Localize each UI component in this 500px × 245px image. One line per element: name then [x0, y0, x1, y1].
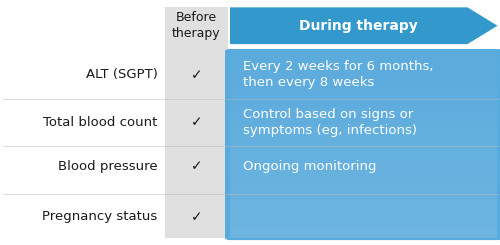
FancyBboxPatch shape [230, 191, 497, 200]
Polygon shape [230, 7, 497, 44]
FancyBboxPatch shape [225, 49, 500, 240]
FancyBboxPatch shape [230, 210, 497, 219]
FancyBboxPatch shape [230, 228, 497, 238]
Text: ✓: ✓ [190, 159, 202, 174]
FancyBboxPatch shape [230, 154, 497, 163]
FancyBboxPatch shape [230, 163, 497, 172]
Text: ALT (SGPT): ALT (SGPT) [86, 68, 158, 81]
FancyBboxPatch shape [230, 135, 497, 145]
FancyBboxPatch shape [230, 145, 497, 154]
FancyBboxPatch shape [230, 182, 497, 191]
Text: Before
therapy: Before therapy [172, 11, 220, 40]
FancyBboxPatch shape [230, 200, 497, 210]
FancyBboxPatch shape [165, 7, 228, 238]
Text: ✓: ✓ [190, 68, 202, 82]
Text: Total blood count: Total blood count [43, 116, 158, 129]
FancyBboxPatch shape [230, 219, 497, 228]
Text: Ongoing monitoring: Ongoing monitoring [242, 160, 376, 173]
Text: During therapy: During therapy [300, 19, 418, 33]
Text: ✓: ✓ [190, 115, 202, 130]
Text: ✓: ✓ [190, 210, 202, 224]
Text: Pregnancy status: Pregnancy status [42, 210, 158, 223]
Text: Blood pressure: Blood pressure [58, 160, 158, 173]
Text: Every 2 weeks for 6 months,
then every 8 weeks: Every 2 weeks for 6 months, then every 8… [242, 60, 433, 89]
FancyBboxPatch shape [230, 126, 497, 135]
FancyBboxPatch shape [230, 172, 497, 182]
Text: Control based on signs or
symptoms (eg, infections): Control based on signs or symptoms (eg, … [242, 108, 416, 137]
